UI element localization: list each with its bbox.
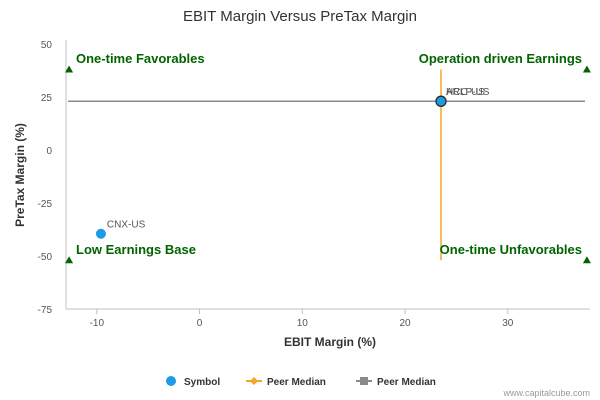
- legend-item-peer-median-y[interactable]: Peer Median: [356, 377, 436, 388]
- legend-label-symbol: Symbol: [184, 377, 220, 388]
- x-axis-label: EBIT Margin (%): [284, 335, 376, 349]
- data-point-label: CNX-US: [107, 220, 146, 231]
- y-tick-label: 25: [41, 93, 53, 104]
- quadrant-label-top-left: One-time Favorables: [76, 51, 205, 66]
- y-tick-label: -25: [38, 199, 53, 210]
- x-tick-label: 20: [399, 318, 411, 329]
- y-tick-label: -75: [38, 305, 53, 316]
- legend-label-peer-median-y: Peer Median: [377, 377, 436, 388]
- legend-diamond-marker: [250, 377, 258, 385]
- x-tick-label: -10: [90, 318, 105, 329]
- plot-area: -10 0 10 20 30 50 25 0 -25 -50 -75 CNX-US ARLP-USHCC…: [38, 40, 591, 329]
- data-point[interactable]: [435, 95, 447, 107]
- legend-item-peer-median-x[interactable]: Peer Median: [246, 377, 326, 388]
- legend-label-peer-median-x: Peer Median: [267, 377, 326, 388]
- x-tick-label: 30: [502, 318, 514, 329]
- x-tick-label: 10: [297, 318, 309, 329]
- data-point-label: HCC-US: [446, 87, 485, 98]
- y-tick-label: -50: [38, 252, 53, 263]
- legend-item-symbol[interactable]: Symbol: [166, 376, 220, 388]
- quadrant-marker-bottom-left: [65, 256, 74, 264]
- legend-circle-marker: [166, 376, 176, 386]
- legend: Symbol Peer Median Peer Median: [166, 376, 436, 388]
- quadrant-label-bottom-right: One-time Unfavorables: [440, 242, 582, 257]
- chart-title: EBIT Margin Versus PreTax Margin: [183, 8, 417, 25]
- data-point[interactable]: [95, 228, 106, 239]
- y-axis-label: PreTax Margin (%): [13, 123, 27, 227]
- legend-square-marker: [360, 377, 368, 385]
- quadrant-marker-top-right: [582, 65, 591, 73]
- quadrant-label-bottom-left: Low Earnings Base: [76, 242, 196, 257]
- y-tick-label: 50: [41, 40, 53, 51]
- x-tick-label: 0: [197, 318, 203, 329]
- quadrant-marker-bottom-right: [582, 256, 591, 264]
- quadrant-marker-top-left: [65, 65, 74, 73]
- y-tick-label: 0: [46, 146, 52, 157]
- credit-text: www.capitalcube.com: [502, 388, 590, 398]
- data-point-label: ARLP-US: [446, 87, 490, 98]
- quadrant-label-top-right: Operation driven Earnings: [419, 51, 582, 66]
